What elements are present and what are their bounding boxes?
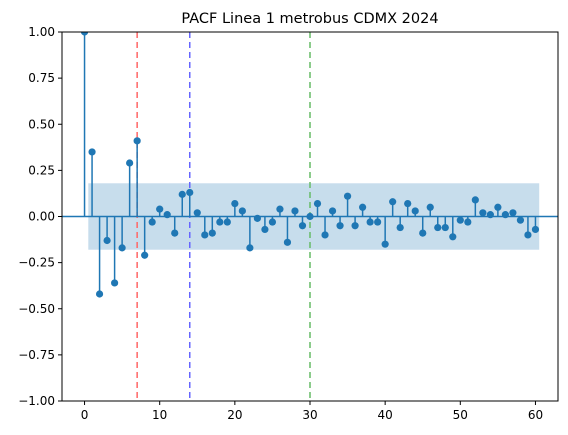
point-lag-2 [95,290,104,298]
point-lag-48 [441,223,449,232]
point-lag-43 [404,199,412,208]
point-lag-3 [103,236,111,245]
y-tick-label-0: 0.00 [28,210,55,224]
point-lag-15 [193,209,201,217]
point-lag-21 [238,207,246,215]
point-lag-10 [156,205,164,213]
y-tick-label-1: 1.00 [28,25,55,39]
point-lag-17 [208,229,216,237]
point-lag-37 [359,203,367,211]
point-lag-29 [298,222,307,230]
point-lag-12 [171,229,179,237]
point-lag-27 [283,238,292,246]
point-lag-30 [306,212,314,221]
point-lag-23 [253,214,261,222]
point-lag-59 [524,231,532,239]
chart-title: PACF Linea 1 metrobus CDMX 2024 [181,11,438,27]
point-lag-16 [201,231,209,239]
point-lag-8 [141,251,149,259]
point-lag-46 [426,203,434,211]
point-lag-54 [486,211,494,219]
y-tick-label-0.75: 0.75 [28,71,55,85]
point-lag-6 [126,159,134,167]
point-lag-60 [531,225,540,234]
y-tick-label-0.5: 0.50 [28,117,55,131]
point-lag-5 [118,244,126,252]
y-tick-label--0.75: −0.75 [18,348,55,362]
y-tick-label--0.25: −0.25 [18,256,55,270]
point-lag-40 [381,240,389,248]
point-lag-39 [374,218,382,226]
point-lag-28 [291,207,299,215]
point-lag-49 [449,233,457,241]
point-lag-31 [313,199,322,208]
point-lag-45 [419,229,427,237]
point-lag-22 [246,244,254,252]
point-lag-18 [216,218,224,226]
point-lag-52 [471,196,479,204]
point-lag-57 [509,209,517,217]
point-lag-1 [88,148,96,156]
point-lag-34 [336,222,344,230]
point-lag-20 [231,199,239,208]
point-lag-56 [501,211,509,219]
plot-area: 0 10 20 30 40 50 60 −1.00 −0.75 −0.50 −0.25 0.00 0.2… [18,25,559,422]
point-lag-58 [516,216,525,224]
x-tick-label-30: 30 [302,408,317,422]
point-lag-38 [366,218,374,226]
point-lag-19 [223,218,231,226]
point-lag-32 [321,231,329,239]
point-lag-9 [148,218,156,226]
point-lag-14 [186,188,194,197]
point-lag-36 [351,222,359,230]
point-lag-13 [178,190,186,198]
point-lag-41 [389,198,397,206]
point-lag-25 [268,218,277,226]
point-lag-50 [456,216,464,224]
point-lag-24 [261,225,269,234]
point-lag-35 [343,192,352,200]
x-tick-label-20: 20 [227,408,242,422]
point-lag-42 [396,223,404,232]
point-lag-47 [434,223,442,232]
point-lag-33 [328,207,337,215]
point-lag-4 [111,279,119,287]
point-lag-51 [464,218,472,226]
x-tick-label-50: 50 [453,408,468,422]
point-lag-26 [276,205,284,213]
point-lag-7 [133,137,141,145]
x-tick-label-10: 10 [152,408,167,422]
point-lag-44 [411,207,419,215]
y-tick-label--0.5: −0.50 [18,302,55,316]
y-tick-label-0.25: 0.25 [28,163,55,177]
point-lag-55 [494,203,502,211]
x-tick-label-0: 0 [81,408,89,422]
point-lag-11 [163,211,171,219]
x-tick-label-60: 60 [528,408,543,422]
x-tick-label-40: 40 [378,408,393,422]
point-lag-53 [479,209,487,217]
y-tick-label--1: −1.00 [18,394,55,408]
point-lag-0 [80,32,89,36]
